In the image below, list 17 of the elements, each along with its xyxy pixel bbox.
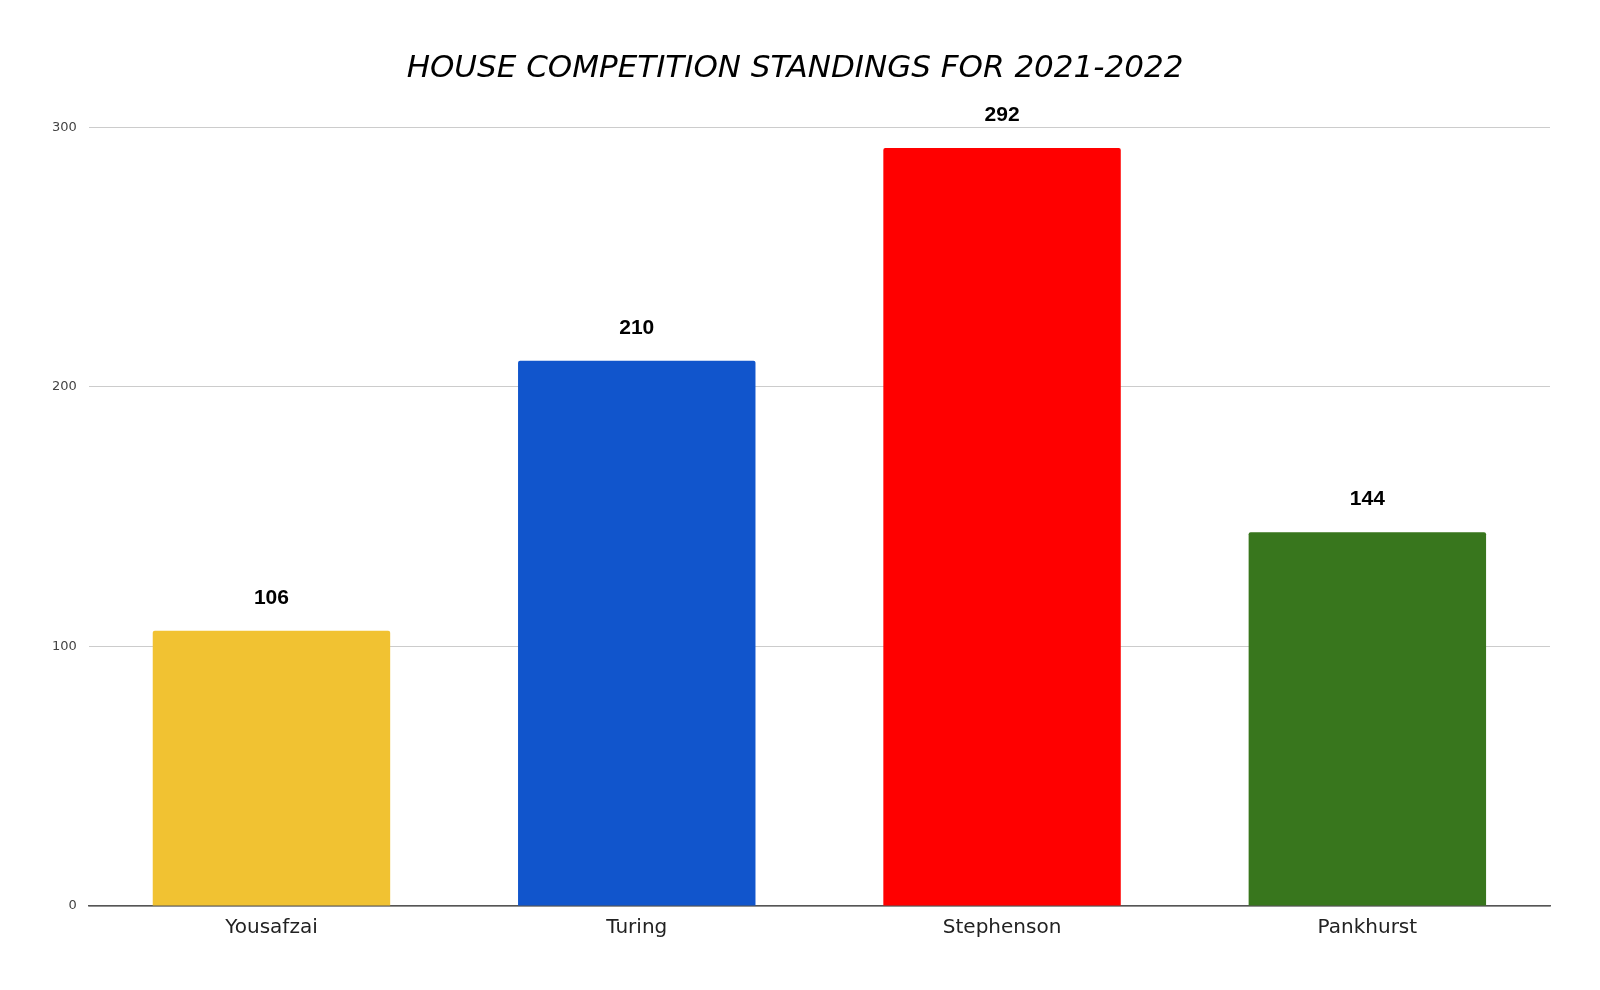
data-label: 210	[619, 315, 655, 339]
data-label: 144	[1349, 486, 1386, 510]
y-tick-label: 300	[51, 118, 77, 134]
y-tick-label: 200	[51, 378, 77, 394]
x-tick-label: Yousafzai	[224, 914, 318, 939]
chart-title: HOUSE COMPETITION STANDINGS FOR 2021-2022	[406, 47, 1184, 84]
data-label: 292	[984, 102, 1020, 126]
bar	[518, 360, 756, 906]
y-tick-label: 0	[68, 897, 77, 913]
x-tick-label: Stephenson	[942, 914, 1062, 939]
data-label: 106	[253, 585, 289, 609]
x-tick-label: Turing	[605, 914, 668, 939]
x-tick-label: Pankhurst	[1317, 914, 1418, 939]
y-tick-label: 100	[51, 637, 77, 653]
bar	[883, 147, 1121, 906]
bar	[1248, 532, 1487, 906]
bar	[152, 630, 391, 906]
